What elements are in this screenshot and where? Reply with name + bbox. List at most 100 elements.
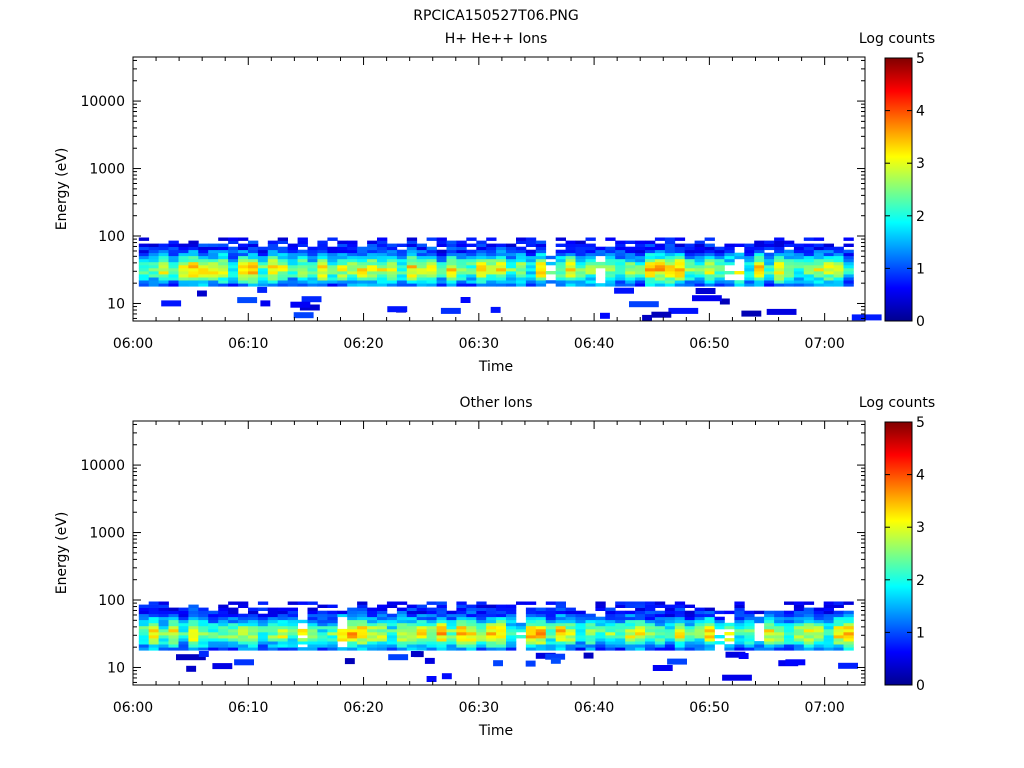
heatmap-cell	[595, 249, 606, 254]
heatmap-cell	[585, 632, 596, 636]
heatmap-cell	[784, 252, 795, 257]
heatmap-cell	[138, 246, 150, 251]
heatmap-cell	[188, 644, 199, 648]
heatmap-cell	[803, 255, 815, 260]
heatmap-cell	[406, 268, 418, 272]
heatmap-cell	[793, 252, 805, 257]
heatmap-cell	[823, 264, 834, 269]
heatmap-cell	[605, 258, 616, 263]
heatmap-cell	[615, 283, 626, 287]
heatmap-cell	[615, 613, 626, 618]
heatmap-cell	[228, 610, 239, 615]
heatmap-cell	[813, 647, 825, 651]
heatmap-cell	[287, 610, 298, 615]
heatmap-cell	[257, 258, 269, 263]
heatmap-cell	[493, 660, 503, 667]
heatmap-cell	[843, 249, 854, 254]
heatmap-cell	[813, 607, 825, 611]
heatmap-cell	[486, 283, 497, 287]
heatmap-cell	[456, 280, 467, 284]
heatmap-cell	[317, 638, 328, 642]
heatmap-cell	[396, 280, 408, 284]
heatmap-cell	[198, 647, 209, 651]
heatmap-cell	[377, 258, 388, 263]
heatmap-cell	[734, 635, 745, 639]
heatmap-cell	[774, 264, 785, 269]
heatmap-cell	[158, 264, 169, 269]
colorbar-label: Log counts	[859, 31, 935, 47]
heatmap-cell	[277, 249, 288, 254]
heatmap-cell	[327, 252, 338, 257]
heatmap-cell	[635, 619, 646, 624]
heatmap-cell	[754, 647, 765, 651]
heatmap-cell	[424, 657, 435, 664]
heatmap-cell	[694, 243, 705, 247]
heatmap-cell	[357, 258, 368, 263]
heatmap-cell	[565, 283, 576, 287]
heatmap-cell	[257, 625, 269, 630]
heatmap-cell	[446, 277, 457, 281]
heatmap-cell	[605, 280, 616, 284]
heatmap-cell	[605, 252, 616, 257]
heatmap-cell	[615, 635, 626, 639]
heatmap-cell	[774, 268, 785, 272]
heatmap-cell	[257, 641, 269, 645]
heatmap-cell	[545, 607, 557, 611]
heatmap-cell	[595, 601, 606, 605]
heatmap-cell	[257, 261, 269, 266]
heatmap-cell	[654, 246, 666, 251]
heatmap-cell	[585, 237, 596, 241]
heatmap-cell	[277, 268, 288, 272]
heatmap-cell	[486, 249, 497, 254]
heatmap-cell	[377, 264, 388, 269]
heatmap-cell	[178, 283, 189, 287]
heatmap-cell	[198, 651, 209, 657]
heatmap-cell	[784, 613, 795, 618]
heatmap-cell	[664, 243, 676, 247]
heatmap-cell	[426, 613, 437, 618]
heatmap-cell	[186, 665, 197, 672]
heatmap-cell	[635, 638, 646, 642]
heatmap-cell	[218, 246, 229, 251]
heatmap-cell	[625, 613, 636, 618]
heatmap-cell	[347, 625, 358, 630]
heatmap-cell	[674, 632, 686, 636]
heatmap-cell	[396, 625, 408, 630]
heatmap-cell	[642, 314, 652, 321]
heatmap-cell	[664, 240, 676, 244]
heatmap-cell	[406, 255, 418, 260]
heatmap-cell	[466, 243, 477, 247]
heatmap-cell	[307, 622, 318, 627]
heatmap-cell	[148, 625, 159, 630]
heatmap-cell	[218, 628, 229, 633]
y-tick-label: 1000	[89, 526, 125, 542]
heatmap-cell	[813, 268, 825, 272]
heatmap-cell	[704, 641, 715, 645]
heatmap-cell	[456, 610, 467, 615]
heatmap-cell	[506, 635, 517, 639]
heatmap-cell	[585, 616, 596, 621]
heatmap-cell	[555, 280, 566, 284]
heatmap-cell	[516, 280, 527, 284]
heatmap-cell	[486, 610, 497, 615]
heatmap-cell	[645, 264, 656, 269]
heatmap-cell	[357, 635, 368, 639]
heatmap-cell	[615, 264, 626, 269]
heatmap-cell	[496, 271, 507, 275]
heatmap-cell	[734, 604, 745, 608]
heatmap-cell	[257, 613, 269, 618]
heatmap-cell	[257, 271, 269, 275]
heatmap-cell	[704, 274, 715, 278]
heatmap-cell	[694, 240, 705, 244]
heatmap-cell	[704, 237, 715, 241]
heatmap-cell	[416, 632, 427, 636]
heatmap-cell	[248, 625, 259, 630]
heatmap-cell	[625, 268, 636, 272]
heatmap-cell	[347, 271, 358, 275]
heatmap-cell	[396, 638, 408, 642]
heatmap-cell	[764, 625, 775, 630]
heatmap-cell	[317, 240, 328, 244]
heatmap-cell	[277, 638, 288, 642]
heatmap-cell	[516, 264, 527, 269]
heatmap-cell	[625, 610, 636, 615]
